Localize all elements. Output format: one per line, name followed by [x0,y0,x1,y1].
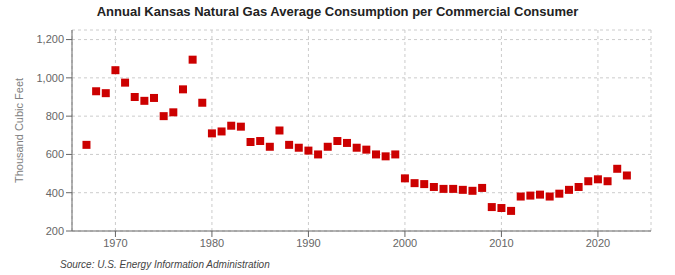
html-text:Source: U.S. Energy Informatio: Source: U.S. Energy Information Administ… [60,259,270,270]
svg-text:1980: 1980 [200,237,224,249]
svg-text:2020: 2020 [586,237,610,249]
svg-text:1,000: 1,000 [36,72,64,84]
svg-text:1990: 1990 [296,237,320,249]
svg-text:2010: 2010 [489,237,513,249]
svg-text:600: 600 [46,148,64,160]
svg-text:1,200: 1,200 [36,33,64,45]
svg-text:400: 400 [46,187,64,199]
html-text:Annual Kansas Natural Gas Aver: Annual Kansas Natural Gas Average Consum… [96,4,579,19]
svg-text:Thousand Cubic Feet: Thousand Cubic Feet [13,78,25,183]
svg-text:2000: 2000 [393,237,417,249]
svg-text:800: 800 [46,110,64,122]
svg-text:1970: 1970 [103,237,127,249]
svg-text:200: 200 [46,225,64,237]
